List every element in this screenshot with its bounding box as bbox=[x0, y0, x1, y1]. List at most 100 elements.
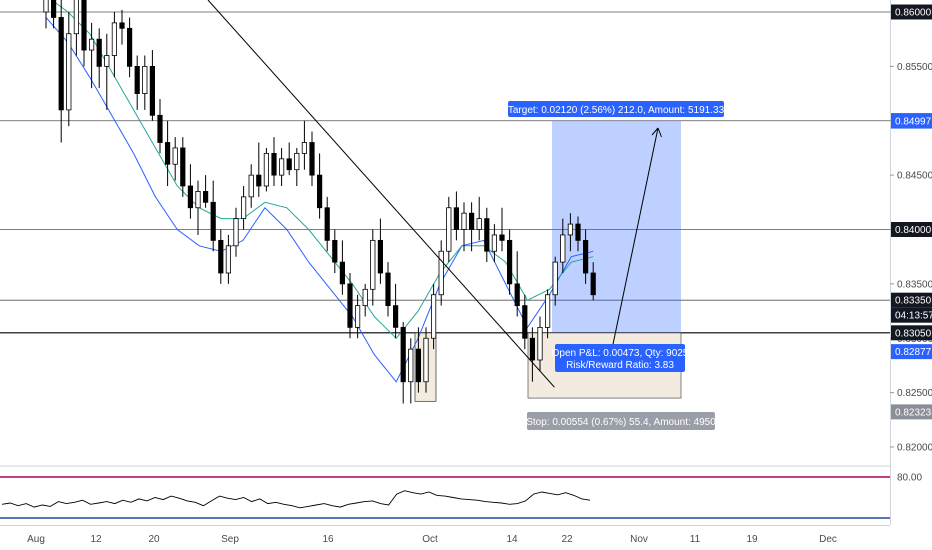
position-labels: Target: 0.02120 (2.56%) 212.0, Amount: 5… bbox=[508, 101, 725, 430]
countdown-label: 04:13:57 bbox=[895, 311, 932, 322]
candle-body bbox=[468, 212, 475, 230]
candle-body bbox=[567, 223, 574, 236]
time-tick-label: Sep bbox=[221, 534, 239, 545]
candle-body bbox=[119, 22, 125, 29]
price-badge bbox=[891, 292, 932, 308]
price-tick-label: 0.82500 bbox=[897, 388, 932, 399]
candle-body bbox=[491, 234, 498, 252]
candle-body bbox=[294, 152, 300, 171]
time-tick-label: 19 bbox=[746, 534, 758, 545]
stop-label-bg bbox=[527, 412, 715, 430]
time-axis[interactable]: Aug 12 20 Sep 16 Oct 14 22 Nov 11 19 Dec bbox=[0, 525, 890, 546]
candle-body bbox=[506, 239, 513, 285]
candle-body bbox=[256, 174, 262, 187]
pane-separator bbox=[0, 465, 890, 467]
candle-body bbox=[73, 0, 79, 35]
down-trendline[interactable] bbox=[207, 0, 555, 388]
price-badge bbox=[891, 222, 932, 237]
time-tick-label: 16 bbox=[322, 534, 334, 545]
target-label-bg bbox=[508, 101, 724, 117]
candle-body bbox=[187, 185, 193, 209]
price-axis-bg bbox=[890, 0, 932, 550]
candle-body bbox=[111, 22, 117, 56]
trendline[interactable] bbox=[207, 0, 555, 388]
candle-body bbox=[514, 283, 520, 307]
candle-body bbox=[316, 174, 323, 209]
candle-body bbox=[104, 55, 110, 67]
price-badge bbox=[891, 344, 932, 360]
candle-body bbox=[96, 38, 102, 67]
pnl-label: Open P&L: 0.00473, Qty: 9025 bbox=[552, 348, 689, 359]
price-badge-label: 0.84000 bbox=[895, 225, 932, 236]
candle-body bbox=[66, 33, 72, 111]
candle-body bbox=[301, 142, 308, 154]
price-badge bbox=[891, 113, 932, 129]
candle-body bbox=[476, 218, 482, 230]
candle-body bbox=[347, 283, 353, 328]
candle-body bbox=[583, 239, 589, 274]
candle-body bbox=[522, 305, 528, 339]
profit-zone[interactable] bbox=[552, 120, 681, 333]
candle-body bbox=[51, 0, 57, 18]
target-label: Target: 0.02120 (2.56%) 212.0, Amount: 5… bbox=[508, 105, 725, 116]
moving-average-line bbox=[45, 17, 594, 383]
arrow-shaft bbox=[611, 127, 659, 350]
candle-body bbox=[438, 250, 444, 296]
candle-body bbox=[324, 207, 330, 241]
candle-body bbox=[354, 305, 361, 328]
candle-body bbox=[271, 152, 277, 176]
price-badge-label: 0.84997 bbox=[895, 117, 932, 128]
moving-average-line bbox=[50, 0, 594, 340]
candle-body bbox=[202, 191, 209, 203]
long-position-tool[interactable] bbox=[527, 120, 682, 399]
candle-body bbox=[172, 147, 178, 165]
time-tick-label: Dec bbox=[819, 534, 837, 545]
countdown-badge bbox=[891, 307, 932, 323]
rsi-axis-tick: 80.00 bbox=[897, 473, 922, 484]
price-tick-label: 0.84500 bbox=[897, 171, 932, 182]
time-tick-label: Aug bbox=[27, 534, 45, 545]
candle-body bbox=[560, 234, 566, 263]
candle-body bbox=[545, 294, 551, 328]
candle-body bbox=[499, 234, 505, 241]
time-tick-label: 12 bbox=[90, 534, 102, 545]
candle-body bbox=[453, 207, 460, 230]
candle-body bbox=[339, 261, 346, 285]
candle-body bbox=[218, 239, 224, 274]
arrow-head bbox=[651, 127, 662, 138]
price-badge-label: 0.82877 bbox=[895, 347, 932, 358]
candle-body bbox=[58, 17, 64, 111]
rsi-line bbox=[1, 490, 591, 509]
price-badge-label: 0.83350 bbox=[895, 296, 932, 307]
time-tick-label: 20 bbox=[148, 534, 160, 545]
candle-body bbox=[484, 218, 490, 252]
candle-body bbox=[575, 223, 581, 241]
price-badge bbox=[891, 404, 932, 420]
risk-reward-label: Risk/Reward Ratio: 3.83 bbox=[566, 360, 674, 371]
price-badge-label: 0.86000 bbox=[895, 8, 932, 19]
candle-body bbox=[400, 326, 406, 383]
time-tick-label: Nov bbox=[630, 534, 648, 545]
candle-body bbox=[263, 152, 270, 187]
candle-body bbox=[43, 0, 49, 13]
candle-body bbox=[590, 272, 596, 296]
candlesticks bbox=[43, 0, 596, 404]
candle-body bbox=[248, 174, 254, 198]
candle-body bbox=[370, 239, 376, 290]
candle-body bbox=[415, 348, 422, 383]
candle-body bbox=[89, 38, 95, 51]
projection-arrow[interactable] bbox=[611, 127, 662, 350]
price-level-lines bbox=[0, 11, 890, 334]
candle-body bbox=[180, 147, 186, 187]
candle-body bbox=[537, 326, 543, 361]
price-axis[interactable]: 80.000.860000.855000.850000.845000.84000… bbox=[890, 0, 932, 550]
price-tick-label: 0.83500 bbox=[897, 279, 932, 290]
candle-body bbox=[157, 114, 163, 143]
time-tick-label: 22 bbox=[561, 534, 573, 545]
candle-body bbox=[233, 218, 239, 247]
candle-body bbox=[225, 245, 231, 274]
candle-body bbox=[446, 207, 452, 252]
price-badge bbox=[891, 325, 932, 341]
candle-body bbox=[377, 239, 384, 274]
